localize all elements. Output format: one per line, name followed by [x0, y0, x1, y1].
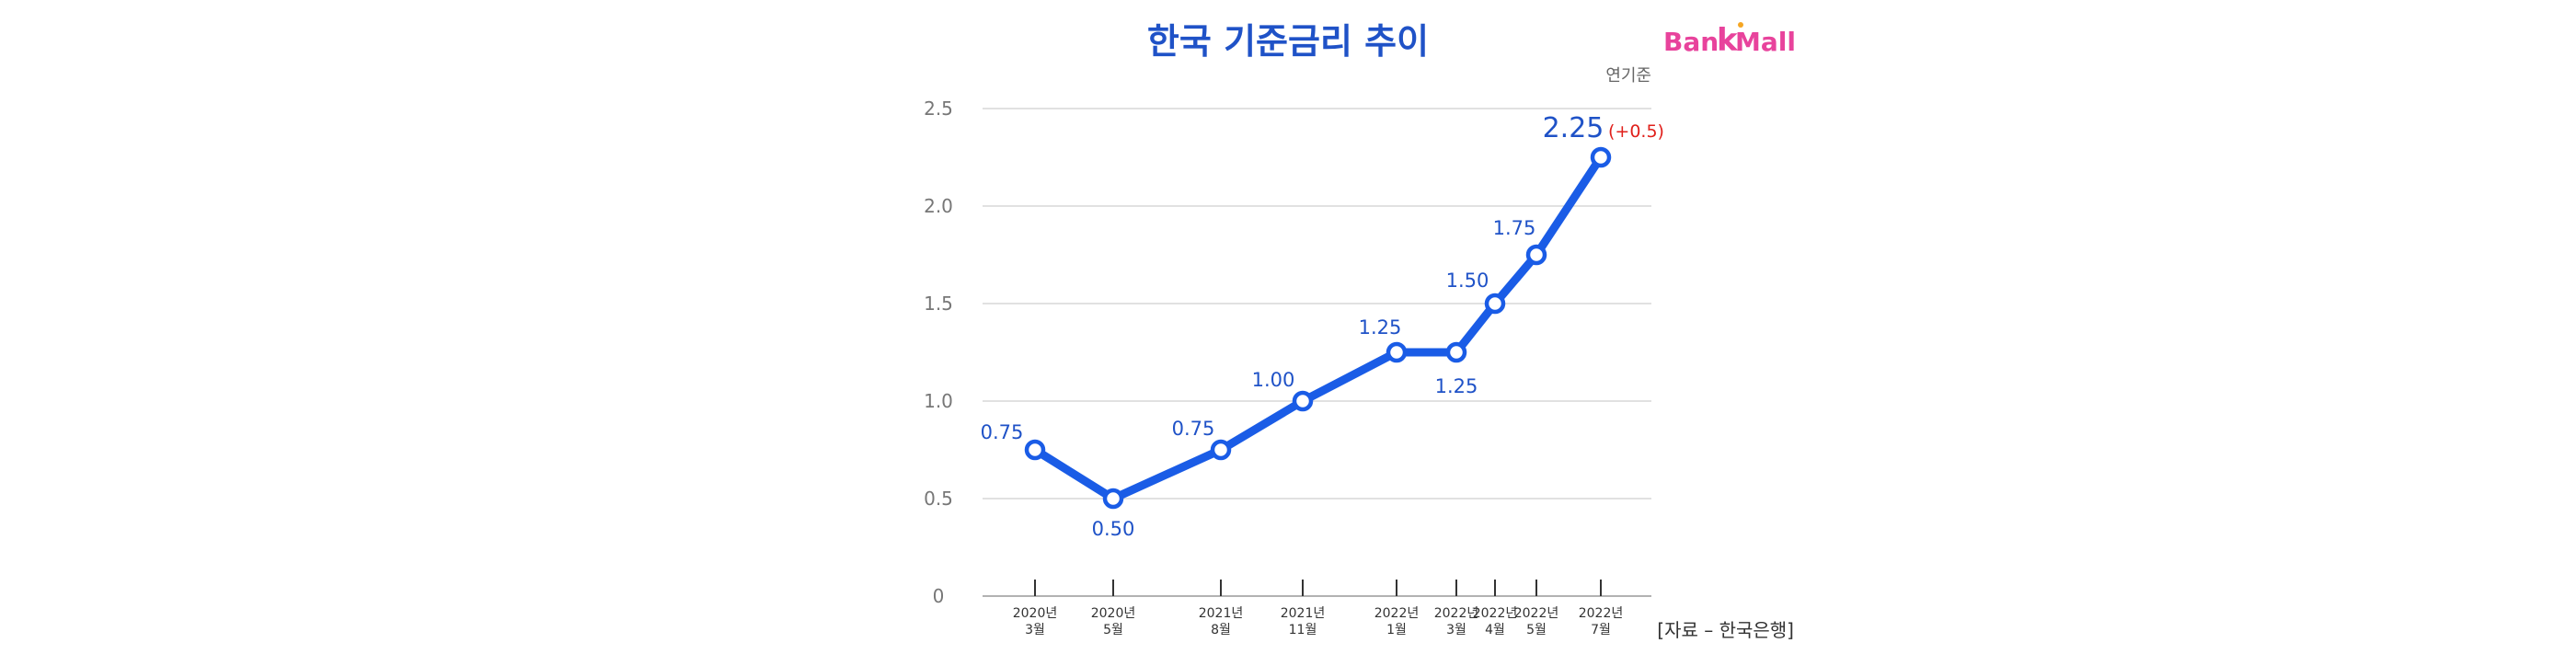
x-tick-label-month: 7월	[1591, 623, 1611, 637]
chart-title: 한국 기준금리 추이	[1147, 21, 1429, 62]
y-tick-label: 2.5	[924, 98, 953, 120]
data-label: 1.25	[1435, 375, 1478, 397]
data-label: 2.25	[1543, 112, 1604, 144]
data-label: 1.00	[1252, 369, 1295, 391]
data-point	[1024, 439, 1046, 461]
x-tick-label-year: 2021년	[1281, 606, 1326, 621]
x-tick-label-year: 2022년	[1473, 606, 1518, 621]
svg-text:Mall: Mall	[1735, 27, 1796, 57]
unit-note: 연기준	[1605, 66, 1651, 86]
x-tick-label-month: 4월	[1485, 623, 1505, 637]
x-tick-label-year: 2022년	[1434, 606, 1479, 621]
x-tick-label-year: 2020년	[1091, 606, 1136, 621]
svg-text:Ban: Ban	[1663, 27, 1719, 57]
data-label: 1.75	[1493, 217, 1536, 239]
brand-logo: Ban k Mall	[1663, 22, 1796, 59]
y-tick-label: 0.5	[924, 488, 953, 510]
x-tick-label-month: 11월	[1289, 623, 1317, 637]
x-tick-label-month: 5월	[1526, 623, 1547, 637]
x-tick-label-month: 3월	[1446, 623, 1466, 637]
data-point	[1525, 244, 1547, 266]
data-point	[1590, 146, 1612, 168]
data-point	[1386, 341, 1408, 363]
data-point	[1210, 439, 1232, 461]
x-tick-label-year: 2022년	[1374, 606, 1420, 621]
change-annotation: (+0.5)	[1608, 121, 1664, 142]
x-tick-label-year: 2022년	[1579, 606, 1624, 621]
y-tick-label: 0	[933, 585, 945, 607]
y-tick-label: 1.5	[924, 293, 953, 315]
series-line	[1030, 153, 1605, 503]
data-point	[1484, 293, 1506, 315]
data-point	[1445, 341, 1467, 363]
data-label: 0.75	[981, 421, 1024, 443]
data-point	[1102, 488, 1124, 510]
data-point	[1292, 390, 1314, 412]
x-tick-label-month: 3월	[1025, 623, 1045, 637]
svg-text:k: k	[1717, 22, 1739, 59]
source-note: [자료 – 한국은행]	[1657, 619, 1794, 641]
x-tick-label-month: 5월	[1103, 623, 1123, 637]
data-label: 0.50	[1092, 518, 1135, 540]
x-tick-label-year: 2021년	[1199, 606, 1244, 621]
data-label: 1.25	[1359, 316, 1402, 339]
x-tick-label-month: 8월	[1211, 623, 1231, 637]
data-label: 1.50	[1446, 270, 1489, 292]
x-tick-label-year: 2020년	[1013, 606, 1058, 621]
x-tick-label-year: 2022년	[1514, 606, 1559, 621]
y-tick-label: 2.0	[924, 195, 953, 217]
y-tick-label: 1.0	[924, 390, 953, 412]
data-label: 0.75	[1172, 418, 1215, 440]
x-tick-label-month: 1월	[1386, 623, 1407, 637]
